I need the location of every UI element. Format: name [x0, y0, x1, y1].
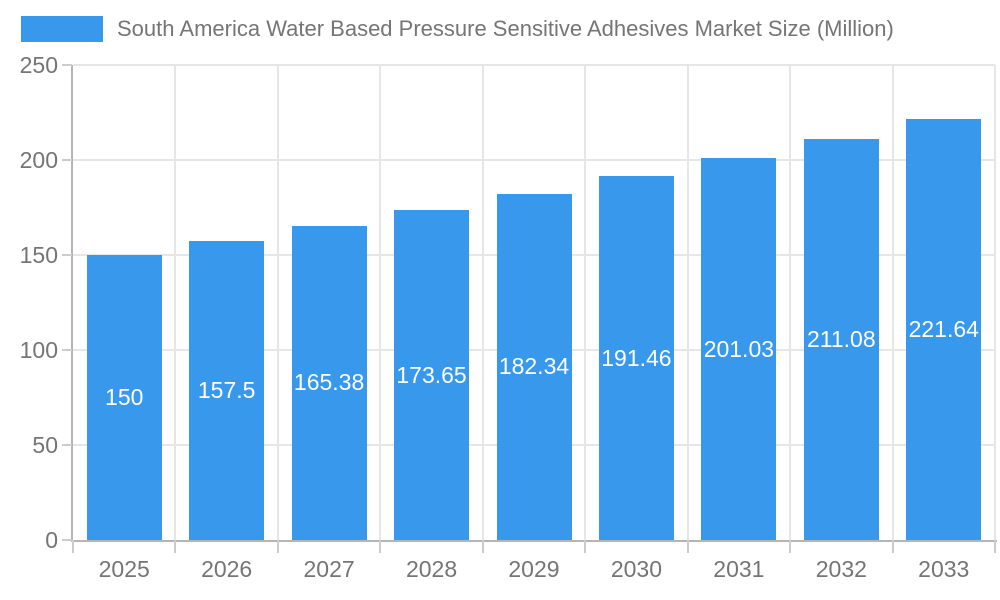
y-axis-tick [62, 539, 72, 541]
x-tick-label: 2026 [201, 556, 253, 582]
legend-swatch [21, 16, 103, 42]
x-axis-tick [481, 540, 484, 553]
x-axis-tick [584, 540, 587, 553]
x-tick-label: 2031 [713, 556, 765, 582]
v-gridline [174, 65, 177, 540]
bar-value-label: 191.46 [601, 344, 672, 371]
y-tick-label: 50 [32, 432, 58, 458]
h-gridline [73, 159, 995, 161]
bar-value-label: 201.03 [703, 335, 775, 362]
bar-2029[interactable]: 182.34 [496, 193, 572, 540]
bar-2028[interactable]: 173.65 [394, 210, 470, 540]
plot-area: 150 157.5 165.38 173.65 182.34 191.46 201.03 21… [71, 64, 997, 542]
y-axis-tick [62, 159, 72, 161]
x-axis-tick [891, 540, 894, 553]
v-gridline [686, 65, 689, 540]
bar-value-label: 221.64 [908, 315, 979, 342]
chart-title: South America Water Based Pressure Sensi… [117, 16, 894, 41]
v-gridline [584, 65, 587, 540]
y-tick-label: 200 [19, 147, 58, 173]
x-axis-line [71, 540, 997, 542]
x-axis-tick [72, 540, 74, 553]
h-gridline [73, 64, 995, 66]
bar-2026[interactable]: 157.5 [189, 240, 265, 540]
x-tick-label: 2033 [918, 556, 970, 582]
y-axis-tick [62, 254, 72, 256]
y-tick-label: 0 [45, 527, 58, 553]
x-tick-label: 2028 [405, 556, 458, 582]
x-tick-label: 2030 [610, 556, 663, 582]
bar-2030[interactable]: 191.46 [598, 176, 674, 540]
v-gridline [379, 65, 382, 540]
y-axis-tick [62, 64, 72, 66]
bar-value-label: 165.38 [293, 369, 365, 396]
y-axis-line [71, 65, 73, 540]
x-axis-tick [174, 540, 177, 553]
x-tick-label: 2032 [815, 556, 867, 582]
y-tick-label: 250 [19, 52, 58, 78]
x-axis-tick [789, 540, 792, 553]
y-axis-tick [62, 444, 72, 446]
x-tick-label: 2025 [98, 556, 150, 582]
v-gridline [276, 65, 279, 540]
v-gridline [994, 65, 996, 540]
v-gridline [481, 65, 484, 540]
v-gridline [891, 65, 894, 540]
bar-value-label: 150 [105, 384, 144, 410]
x-axis-tick [379, 540, 382, 553]
v-gridline [789, 65, 792, 540]
x-axis-tick [276, 540, 279, 553]
y-tick-label: 150 [19, 242, 58, 268]
bar-2031[interactable]: 201.03 [701, 158, 777, 540]
x-tick-label: 2027 [303, 556, 355, 582]
x-tick-label: 2029 [508, 556, 560, 582]
bar-value-label: 211.08 [807, 325, 876, 352]
legend-item[interactable]: South America Water Based Pressure Sensi… [21, 16, 894, 42]
bar-value-label: 173.65 [396, 361, 467, 388]
x-axis-tick [686, 540, 689, 553]
bar-value-label: 157.5 [197, 376, 256, 403]
bar-2027[interactable]: 165.38 [291, 225, 367, 540]
x-axis-tick [994, 540, 996, 553]
bar-2032[interactable]: 211.08 [803, 138, 879, 540]
y-axis-tick [62, 349, 72, 351]
y-tick-label: 100 [19, 337, 58, 363]
bar-value-label: 182.34 [498, 353, 570, 380]
bar-2033[interactable]: 221.64 [906, 118, 982, 540]
bar-2025[interactable]: 150 [86, 255, 162, 540]
